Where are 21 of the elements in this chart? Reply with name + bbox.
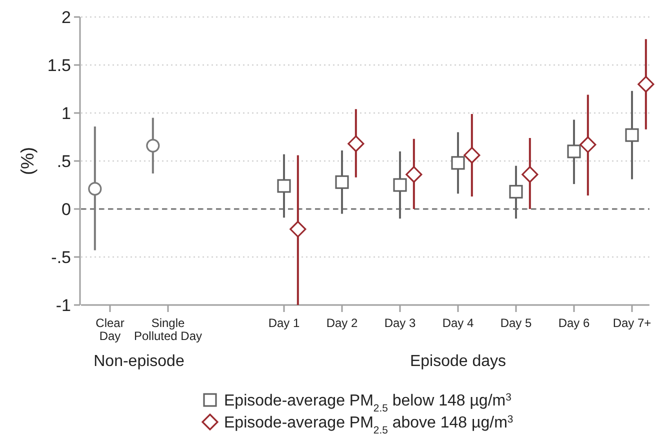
- y-tick-label: 1.5: [47, 56, 71, 75]
- y-tick-label: .5: [56, 152, 71, 171]
- x-tick-label: Day 6: [558, 316, 590, 330]
- y-tick-label: 0: [62, 200, 71, 219]
- x-tick-label: Clear Day: [96, 316, 124, 343]
- legend-label: Episode-average PM$_{2.5}$ above 148 µg/m$^{3}$: [224, 414, 514, 435]
- y-tick-label: -1: [56, 296, 71, 315]
- y-axis-title: (%): [17, 147, 38, 175]
- x-tick-label: Day 2: [326, 316, 358, 330]
- text: Non-episode: [94, 353, 184, 370]
- x-tick-label: Day 4: [442, 316, 474, 330]
- y-tick-label: 2: [62, 8, 71, 27]
- x-tick-label: Day 5: [500, 316, 532, 330]
- x-tick-label: Day 7+: [612, 316, 652, 330]
- y-tick-label: -.5: [51, 248, 71, 267]
- x-tick-label: Day 3: [384, 316, 416, 330]
- x-tick-label: Day 1: [268, 316, 300, 330]
- y-tick-label: 1: [62, 104, 71, 123]
- text: Episode days: [410, 353, 506, 370]
- x-tick-label: Single Polluted Day: [134, 316, 202, 343]
- legend-label: Episode-average PM$_{2.5}$ below 148 µg/m$^{3}$: [224, 392, 512, 414]
